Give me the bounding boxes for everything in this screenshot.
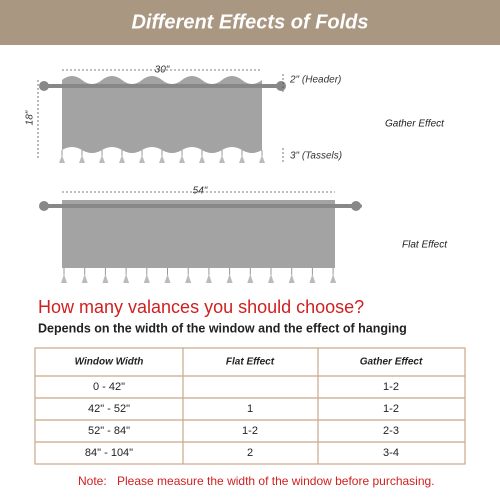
table-header: Gather Effect [360,357,423,368]
table-cell: 2 [247,447,253,459]
gather-label: Gather Effect [385,119,445,130]
tassel [164,274,171,283]
tassel [205,274,212,283]
note-text: Please measure the width of the window b… [117,474,435,488]
tassel [79,155,85,163]
table-cell: 42" - 52" [88,403,130,415]
tassel-size: 3" (Tassels) [290,151,342,162]
table-cell: 1 [247,403,253,415]
tassel [268,274,274,283]
question: How many valances you should choose? [38,297,364,317]
table-cell: 1-2 [242,425,258,437]
tassel [102,274,109,283]
tassel [330,274,337,283]
tassel [219,155,225,163]
height-label: 18" [25,110,36,125]
table: Window Width Flat Effect Gather Effect 0 - … [34,347,466,465]
tassel [139,155,145,163]
tassel [143,274,150,283]
table-cell: 1-2 [383,381,399,393]
tassel [99,155,105,163]
header-size: 2" (Header) [289,75,341,86]
header-banner [0,0,500,45]
table-header: Flat Effect [226,357,275,368]
tassel [81,274,88,283]
tassel [61,274,67,283]
gather-curtain [39,76,286,153]
tassel [288,274,295,283]
tassel [119,155,125,163]
tassel [185,274,192,283]
note-label: Note: [78,474,107,488]
title: Different Effects of Folds [131,11,368,33]
table-cell: 84" - 104" [85,447,133,459]
table-cell: 0 - 42" [93,381,125,393]
table-cell: 2-3 [383,425,399,437]
tassel [226,274,233,283]
table-cell: 52" - 84" [88,425,130,437]
table-header: Window Width [75,357,144,368]
tassel [309,274,316,283]
subtitle: Depends on the width of the window and t… [38,321,407,335]
tassel [239,155,245,163]
flat-label: Flat Effect [402,240,448,251]
tassel [159,155,165,163]
tassel [179,155,185,163]
table-cell: 3-4 [383,447,399,459]
tassel [199,155,205,163]
table-cell: 1-2 [383,403,399,415]
tassel [247,274,254,283]
flat-width-label: 54" [193,186,208,197]
tassel [123,274,130,283]
tassel [259,155,265,163]
width-label: 30" [155,65,170,76]
flat-curtain [39,200,362,268]
tassel [59,155,65,163]
